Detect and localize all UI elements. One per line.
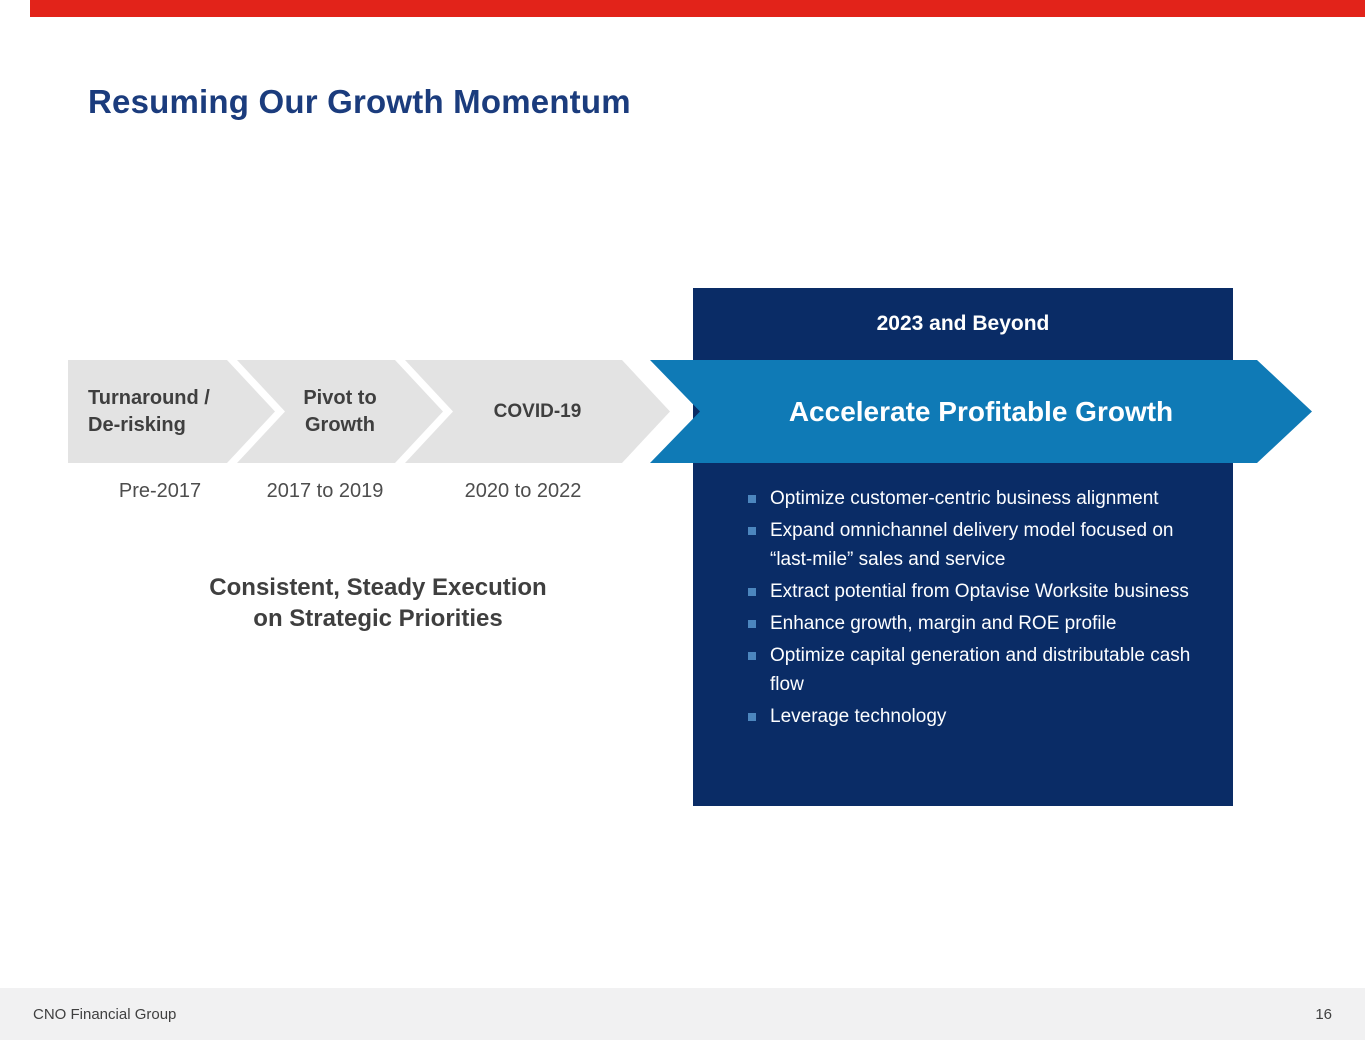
footer-page-number: 16	[1315, 1005, 1332, 1023]
footer-bar: CNO Financial Group 16	[0, 988, 1365, 1040]
bullet-text: Expand omnichannel delivery model focuse…	[770, 520, 1174, 570]
chevron-label-line: Turnaround /	[88, 386, 210, 409]
period-label-2020-2022: 2020 to 2022	[464, 480, 582, 502]
timeline-chevron-turnaround: Turnaround / De-risking	[68, 360, 275, 463]
list-item: Leverage technology	[748, 702, 1208, 731]
square-bullet-icon	[748, 713, 756, 721]
chevron-label-line: De-risking	[88, 413, 186, 436]
timeline-caption-line1: Consistent, Steady Execution	[209, 574, 547, 601]
future-panel-header: 2023 and Beyond	[876, 312, 1050, 335]
list-item: Optimize customer-centric business align…	[748, 484, 1208, 513]
list-item: Expand omnichannel delivery model focuse…	[748, 516, 1208, 574]
future-bullet-list: Optimize customer-centric business align…	[748, 484, 1208, 734]
square-bullet-icon	[748, 620, 756, 628]
footer-company-name: CNO Financial Group	[33, 1005, 177, 1023]
square-bullet-icon	[748, 495, 756, 503]
bullet-text: Enhance growth, margin and ROE profile	[770, 613, 1117, 634]
page-title: Resuming Our Growth Momentum	[88, 83, 631, 120]
period-label-pre-2017: Pre-2017	[118, 480, 202, 502]
chevron-label-line: Growth	[305, 413, 375, 436]
list-item: Extract potential from Optavise Worksite…	[748, 577, 1208, 606]
square-bullet-icon	[748, 527, 756, 535]
accelerate-growth-label: Accelerate Profitable Growth	[788, 395, 1174, 427]
bullet-text: Extract potential from Optavise Worksite…	[770, 581, 1189, 602]
chevron-label-line: COVID-19	[493, 401, 582, 422]
top-accent-bar	[30, 0, 1365, 17]
bullet-text: Optimize capital generation and distribu…	[770, 645, 1191, 695]
timeline-caption: Consistent, Steady Execution on Strategi…	[178, 572, 578, 634]
chevron-label-line: Pivot to	[303, 386, 377, 409]
list-item: Optimize capital generation and distribu…	[748, 641, 1208, 699]
bullet-text: Leverage technology	[770, 706, 947, 727]
period-label-2017-2019: 2017 to 2019	[266, 480, 384, 502]
bullet-text: Optimize customer-centric business align…	[770, 488, 1159, 509]
timeline-caption-line2: on Strategic Priorities	[253, 605, 503, 632]
list-item: Enhance growth, margin and ROE profile	[748, 609, 1208, 638]
accelerate-growth-arrow: Accelerate Profitable Growth	[650, 360, 1312, 463]
square-bullet-icon	[748, 588, 756, 596]
timeline-chevron-covid: COVID-19	[405, 360, 670, 463]
square-bullet-icon	[748, 652, 756, 660]
